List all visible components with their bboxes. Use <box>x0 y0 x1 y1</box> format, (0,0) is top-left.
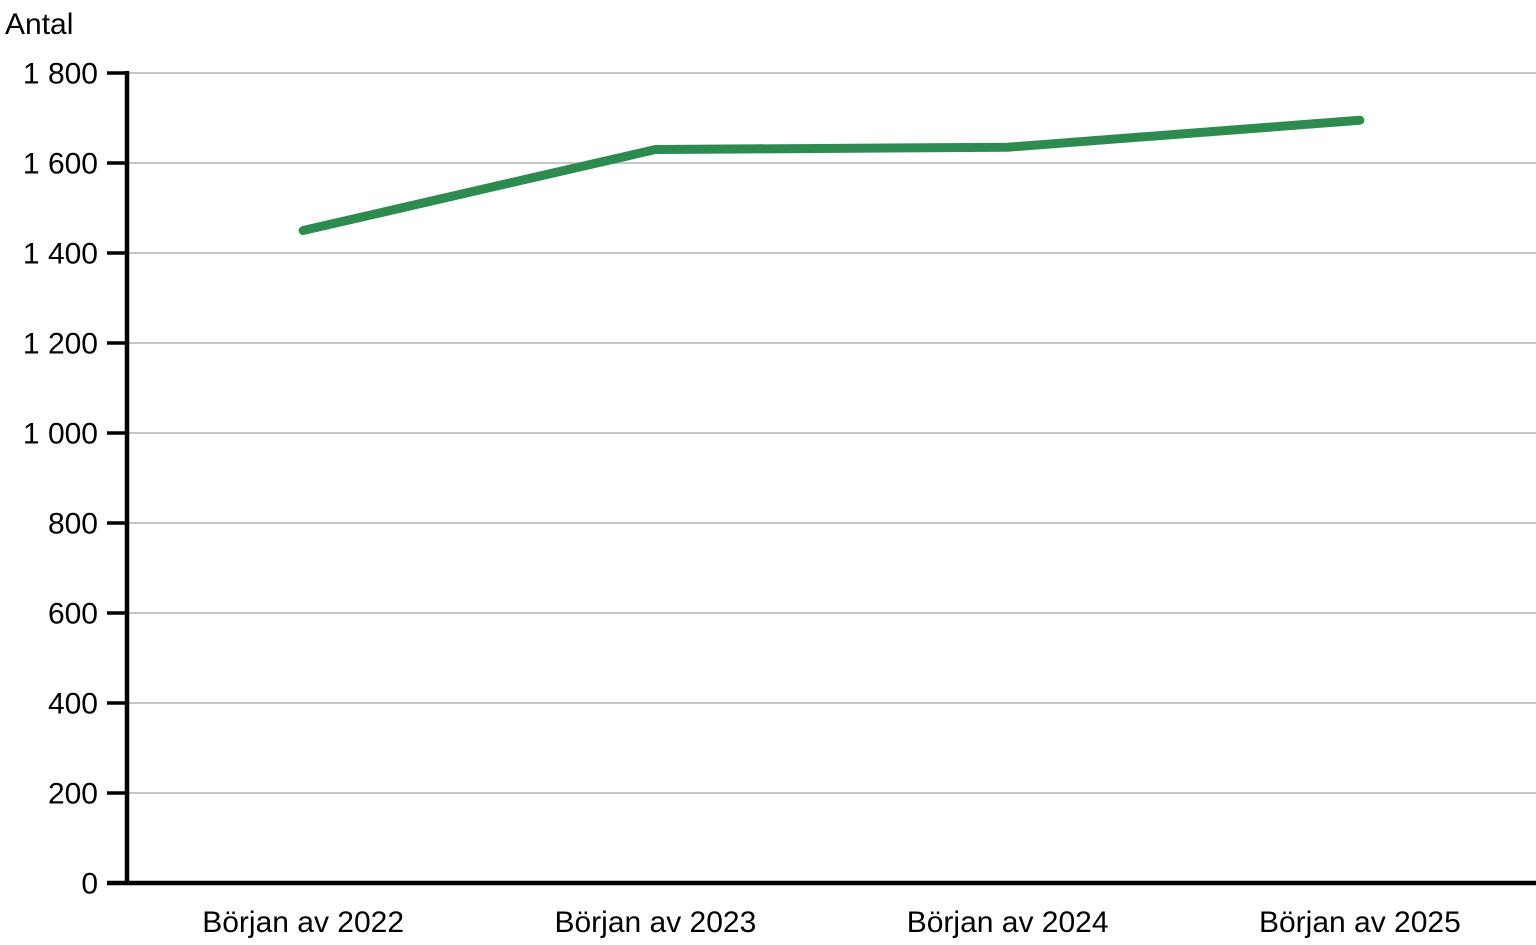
x-tick-label: Början av 2024 <box>907 906 1109 939</box>
y-tick-label: 0 <box>81 868 98 901</box>
y-tick-label: 1 600 <box>23 148 98 181</box>
y-tick-label: 1 400 <box>23 238 98 271</box>
axes <box>107 71 1536 886</box>
y-tick-label: 1 200 <box>23 328 98 361</box>
y-tick-label: 800 <box>48 508 98 541</box>
gridlines <box>127 72 1536 794</box>
x-axis-labels: Början av 2022 Början av 2023 Början av 20… <box>202 906 1461 939</box>
y-tick-label: 400 <box>48 688 98 721</box>
x-tick-label: Början av 2022 <box>202 906 404 939</box>
data-line <box>298 115 1365 235</box>
y-axis-ticks <box>107 71 125 885</box>
y-tick-label: 600 <box>48 598 98 631</box>
y-axis-labels: 0 200 400 600 800 1 000 1 200 1 400 1 600 1 800 <box>23 58 98 901</box>
data-series <box>298 115 1365 235</box>
y-tick-label: 1 800 <box>23 58 98 91</box>
y-tick-label: 1 000 <box>23 418 98 451</box>
y-tick-label: 200 <box>48 778 98 811</box>
y-axis-title: Antal <box>5 8 73 41</box>
x-tick-label: Början av 2023 <box>554 906 756 939</box>
x-tick-label: Början av 2025 <box>1259 906 1461 939</box>
